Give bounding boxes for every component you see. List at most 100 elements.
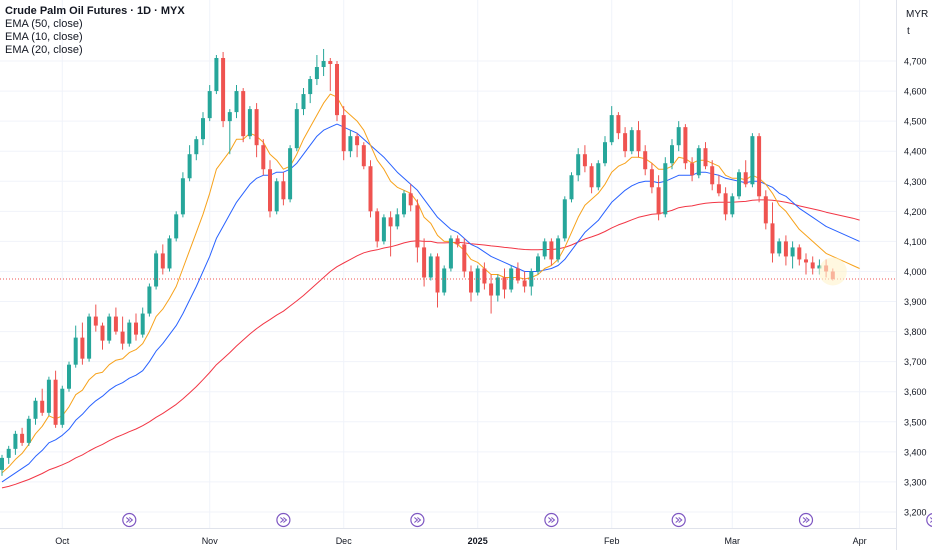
candle (670, 139, 674, 170)
candle (676, 121, 681, 152)
candle (589, 163, 594, 194)
currency-label[interactable]: MYR (906, 9, 929, 20)
currency-selector[interactable]: MYR t (896, 0, 932, 44)
candle (683, 124, 688, 170)
candle (395, 208, 400, 230)
candle-body (502, 277, 507, 290)
candle (368, 160, 373, 218)
event-marker-icon[interactable] (671, 512, 686, 528)
candle (777, 238, 782, 257)
candle (643, 145, 648, 176)
candle-body (536, 256, 540, 272)
candle (596, 160, 601, 191)
candle (20, 427, 25, 446)
candle (522, 271, 527, 293)
candle-body (274, 181, 279, 212)
candle-body (556, 238, 561, 260)
candle (636, 121, 641, 158)
event-marker-glyph (414, 517, 422, 523)
event-marker-icon[interactable] (410, 512, 425, 528)
candle-body (234, 91, 239, 113)
candle (314, 54, 319, 86)
candle (509, 265, 514, 293)
candle (335, 61, 339, 122)
candle-body (402, 193, 406, 215)
event-marker-icon[interactable] (122, 512, 137, 528)
candle-body (214, 57, 219, 92)
candle-body (33, 400, 38, 419)
candle-body (314, 67, 319, 80)
x-axis: Oct Nov Dec 2025 Feb Mar Apr (55, 536, 866, 546)
candle (415, 199, 420, 263)
candle-body (696, 148, 701, 176)
legend-ema50[interactable]: EMA (50, close) (5, 18, 83, 30)
candle (87, 313, 92, 362)
candle-body (582, 154, 587, 167)
event-marker-icon[interactable] (544, 512, 559, 528)
candle (234, 85, 239, 119)
candle-body (562, 199, 567, 239)
legend-ema20[interactable]: EMA (20, close) (5, 44, 83, 56)
candle-body (810, 262, 815, 269)
x-tick-label: Dec (336, 536, 353, 546)
candle (361, 142, 366, 170)
candle (710, 160, 715, 191)
candle (448, 235, 453, 272)
candle-body (221, 57, 226, 122)
candle-body (6, 448, 11, 458)
candle (321, 48, 326, 77)
candle-body (227, 112, 232, 122)
ema20-line (1, 123, 860, 483)
candle (381, 214, 386, 245)
candle-body (670, 145, 674, 164)
candle-body (180, 178, 185, 215)
candle (294, 103, 299, 152)
candle (100, 322, 105, 350)
candle-body (542, 241, 547, 257)
candle (469, 265, 473, 302)
candle (435, 253, 440, 308)
x-tick-label: Mar (725, 536, 741, 546)
candle-body (381, 217, 386, 242)
candle-body (770, 223, 775, 254)
candle (201, 112, 205, 146)
unit-label[interactable]: t (907, 26, 910, 37)
candle-body (475, 268, 480, 293)
candle (40, 388, 45, 416)
candle (810, 256, 815, 275)
candle (127, 319, 132, 347)
legend-title[interactable]: Crude Palm Oil Futures · 1D · MYX (5, 5, 185, 17)
candle-body (301, 94, 306, 110)
event-marker-icon[interactable] (276, 512, 291, 528)
x-tick-label: Oct (55, 536, 70, 546)
candle-body (113, 316, 118, 332)
x-tick-label: Apr (853, 536, 867, 546)
candle (716, 175, 721, 197)
candle (355, 133, 360, 158)
y-tick-label: 3,900 (904, 297, 927, 307)
event-marker-glyph (675, 517, 683, 523)
candle-body (120, 331, 125, 344)
candle-body (469, 271, 473, 293)
candle-body (395, 214, 400, 227)
candle (603, 136, 607, 167)
candle-body (107, 316, 112, 341)
candle-body (656, 187, 661, 215)
event-marker-icon[interactable] (798, 512, 814, 528)
candle (556, 235, 561, 263)
candle-body (201, 118, 205, 140)
candle (107, 313, 112, 344)
candle-body (428, 256, 433, 278)
candle (187, 145, 192, 182)
candle (147, 283, 152, 317)
candle-body (348, 136, 353, 152)
candle (180, 172, 185, 218)
candle-body (207, 91, 212, 119)
x-tick-label: Feb (604, 536, 620, 546)
event-marker-icon[interactable] (926, 513, 932, 527)
candle (462, 238, 467, 278)
legend-ema10[interactable]: EMA (10, close) (5, 31, 83, 43)
candle (6, 445, 11, 464)
